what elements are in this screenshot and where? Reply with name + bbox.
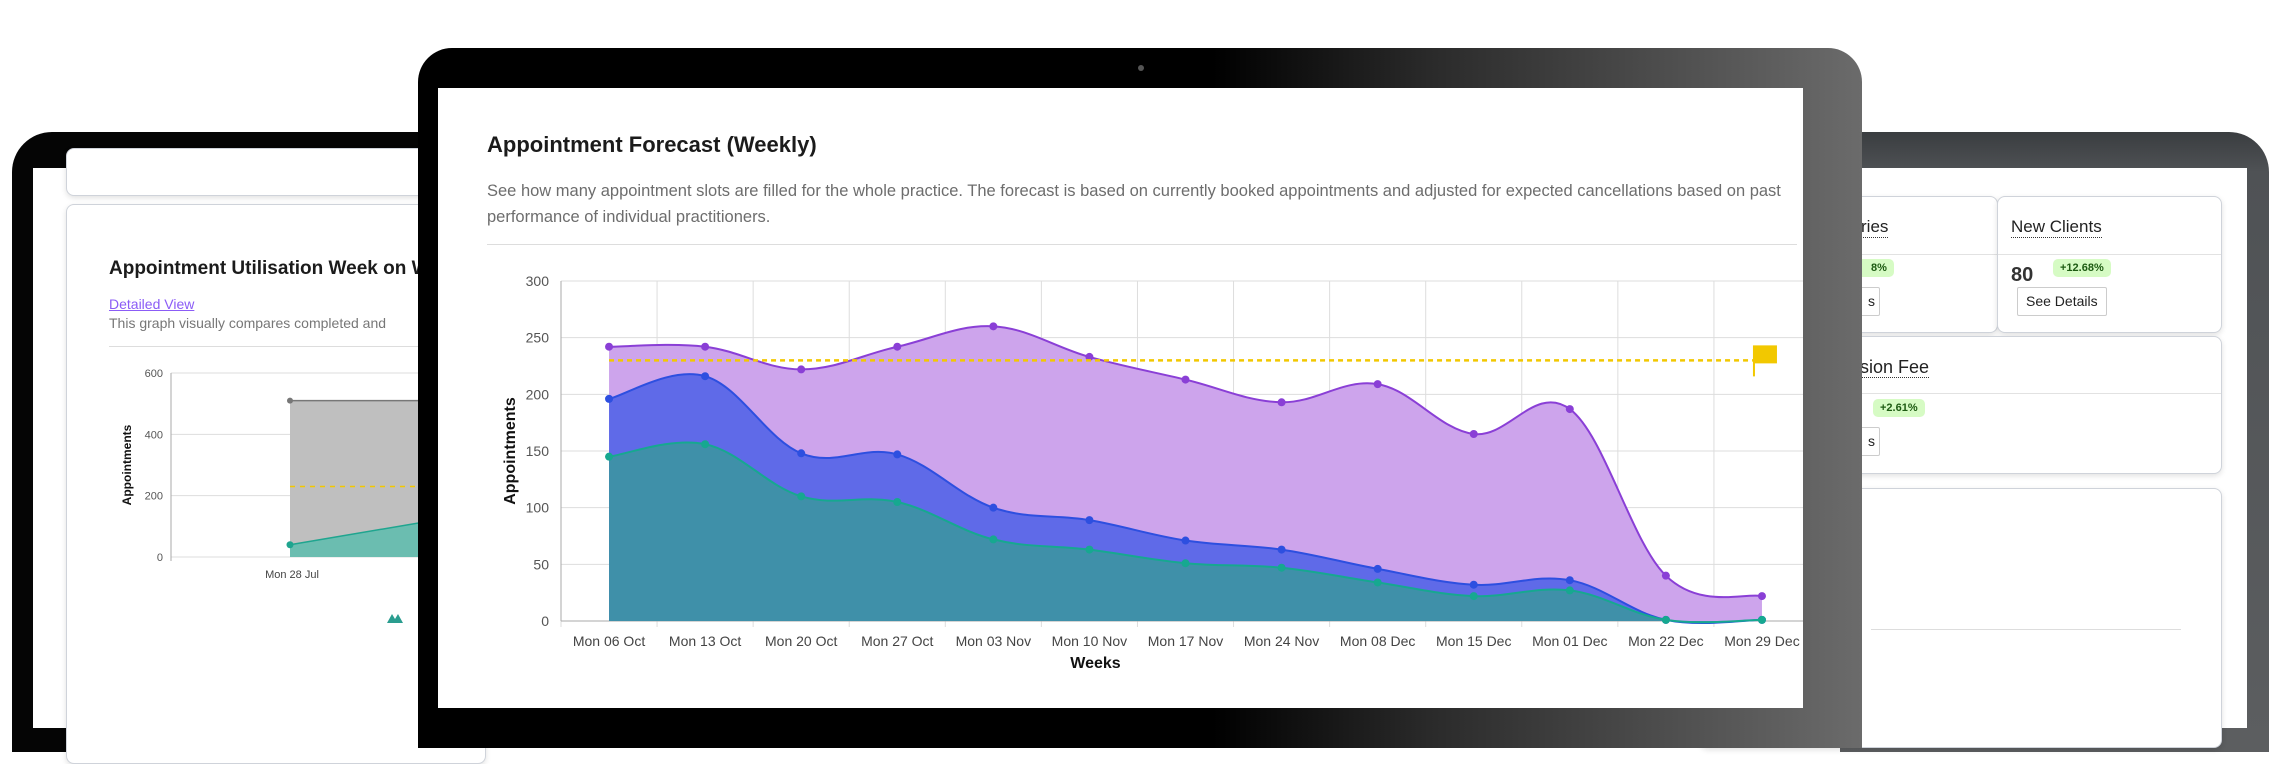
series-area	[290, 517, 453, 557]
data-point	[893, 342, 902, 351]
see-details-button[interactable]: See Details	[2017, 287, 2107, 316]
flag-icon	[1752, 345, 1777, 377]
series-area	[609, 442, 1762, 623]
data-point	[1373, 380, 1382, 389]
detailed-view-link[interactable]: Detailed View	[109, 296, 195, 312]
x-tick-label: Mon 01 Dec	[1532, 633, 1607, 649]
page-description: See how many appointment slots are fille…	[487, 182, 1781, 226]
page-title: Appointment Forecast (Weekly)	[487, 132, 817, 157]
data-point	[1181, 536, 1190, 545]
x-tick-label: Mon 27 Oct	[861, 633, 933, 649]
data-point	[1085, 545, 1094, 554]
data-point	[286, 541, 294, 549]
data-point	[1469, 580, 1478, 589]
data-point	[1757, 592, 1766, 601]
data-point	[1565, 586, 1574, 595]
data-point	[605, 394, 614, 403]
kpi-value: 80	[2011, 264, 2034, 286]
data-point	[1373, 578, 1382, 587]
data-point	[1565, 576, 1574, 585]
kpi-title[interactable]: ries	[1861, 217, 1889, 238]
data-point	[797, 365, 806, 374]
data-point	[1181, 375, 1190, 384]
x-tick-label: Mon 15 Dec	[1436, 633, 1511, 649]
mountain-icon	[387, 614, 403, 623]
utilisation-description: This graph visually compares completed a…	[109, 315, 387, 331]
change-badge: +2.61%	[1873, 399, 1925, 417]
x-axis-title: Weeks	[1070, 655, 1121, 672]
data-point	[989, 322, 998, 331]
divider	[1998, 254, 2221, 255]
data-point	[989, 503, 998, 512]
y-tick-label: 50	[533, 556, 549, 572]
data-point	[989, 535, 998, 544]
data-point	[287, 397, 293, 404]
x-tick-label: Mon 08 Dec	[1340, 633, 1415, 649]
data-point	[1181, 559, 1190, 568]
y-tick-label: 100	[526, 500, 550, 516]
data-point	[1661, 615, 1670, 624]
data-point	[1277, 563, 1286, 572]
x-tick-label: Mon 29 Dec	[1724, 633, 1799, 649]
utilisation-chart: 0 200 400 600 Mon 28 Jul Appointments	[120, 368, 453, 623]
data-point	[1757, 615, 1766, 624]
y-tick-label: 0	[157, 552, 163, 564]
y-tick-label: 250	[526, 330, 550, 346]
data-point	[1469, 430, 1478, 438]
x-tick-label: Mon 13 Oct	[669, 633, 741, 649]
x-tick-label: Mon 03 Nov	[956, 633, 1031, 649]
x-tick-label: Mon 20 Oct	[765, 633, 837, 649]
data-point	[605, 452, 614, 461]
kpi-card-new-clients: New Clients 80 +12.68% See Details	[1997, 196, 2222, 333]
kpi-title[interactable]: New Clients	[2011, 217, 2102, 238]
camera-icon	[1138, 65, 1144, 71]
data-point	[701, 342, 710, 351]
y-tick-label: 200	[145, 491, 163, 503]
data-point	[701, 440, 710, 449]
data-point	[893, 450, 902, 459]
top-card	[66, 148, 486, 196]
y-axis-title: Appointments	[502, 397, 519, 505]
data-point	[1277, 545, 1286, 554]
y-tick-label: 300	[526, 273, 550, 289]
y-axis-title: Appointments	[120, 424, 134, 505]
x-tick-label: Mon 22 Dec	[1628, 633, 1703, 649]
divider	[1871, 629, 2181, 630]
change-badge: +12.68%	[2053, 259, 2111, 277]
data-point	[701, 372, 710, 381]
data-point	[1661, 571, 1670, 580]
data-point	[797, 449, 806, 458]
y-tick-label: 200	[526, 386, 550, 402]
appointment-forecast-chart: 0 50 100 150 200 250 300 Mon 06 Oct Mon 13 Oct Mo…	[502, 273, 1803, 672]
data-point	[797, 492, 806, 501]
data-point	[1085, 516, 1094, 525]
kpi-title[interactable]: ession Fee	[1841, 357, 1930, 378]
y-tick-label: 600	[145, 368, 163, 380]
y-tick-label: 400	[145, 429, 163, 441]
x-tick-label: Mon 28 Jul	[265, 569, 319, 581]
divider	[1701, 393, 2221, 394]
left-laptop-screen: Appointment Utilisation Week on W Detail…	[33, 148, 489, 764]
data-point	[1373, 564, 1382, 573]
data-point	[1085, 352, 1094, 361]
utilisation-title: Appointment Utilisation Week on W	[109, 258, 430, 279]
y-tick-label: 0	[541, 613, 549, 629]
data-point	[893, 498, 902, 506]
x-tick-label: Mon 24 Nov	[1244, 633, 1319, 649]
data-point	[1565, 405, 1574, 414]
x-tick-label: Mon 10 Nov	[1052, 633, 1127, 649]
series-line	[609, 325, 1763, 599]
divider	[109, 346, 489, 347]
x-tick-label: Mon 06 Oct	[573, 633, 645, 649]
data-point	[1277, 398, 1286, 407]
data-point	[1469, 592, 1478, 601]
y-tick-label: 150	[526, 443, 550, 459]
divider	[487, 244, 1797, 245]
x-tick-label: Mon 17 Nov	[1148, 633, 1223, 649]
data-point	[605, 342, 614, 351]
